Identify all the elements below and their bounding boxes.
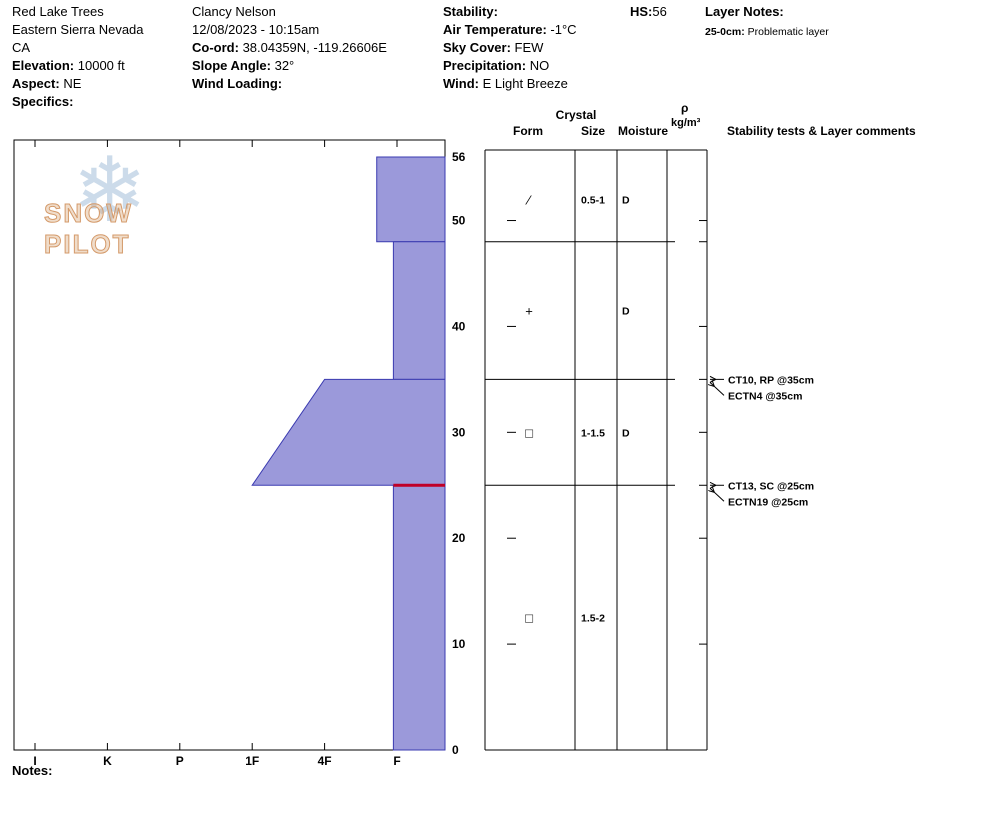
depth-axis-label: 56 (452, 150, 466, 164)
column-header-crystal: Crystal (555, 108, 597, 122)
wind-value: E Light Breeze (482, 76, 568, 91)
depth-axis-label: 0 (452, 743, 459, 757)
column-header-size: Size (581, 124, 606, 138)
grain-size-value: 1.5-2 (581, 613, 605, 625)
grain-size-value: 1-1.5 (581, 427, 605, 439)
snowpilot-watermark: ❄ SNOW PILOT (42, 146, 222, 260)
site-aspect: Aspect: NE (12, 76, 81, 92)
stability-test-arrow (710, 382, 725, 396)
notes-label: Notes: (12, 763, 53, 778)
elevation-label: Elevation: (12, 58, 75, 73)
sky-cover-label: Sky Cover: (443, 40, 511, 55)
hardness-axis-label: K (103, 754, 112, 768)
stability-test-label: ECTN4 @35cm (728, 390, 802, 402)
coord-label: Co-ord: (192, 40, 239, 55)
grain-form-symbol: □ (525, 611, 533, 626)
hs-value: 56 (652, 4, 667, 19)
air-temperature: Air Temperature: -1°C (443, 22, 577, 38)
snow-height: HS:56 (630, 4, 667, 20)
depth-axis-label: 10 (452, 637, 466, 651)
hardness-axis-label: 1F (245, 754, 259, 768)
specifics-label: Specifics: (12, 94, 74, 109)
layer-note-text: Problematic layer (747, 26, 829, 38)
hardness-axis-label: 4F (318, 754, 332, 768)
layer-note-range: 25-0cm: (705, 26, 745, 38)
column-header-density-units: kg/m³ (671, 117, 701, 129)
hardness-axis-label: P (176, 754, 184, 768)
layer-note: 25-0cm: Problematic layer (705, 24, 829, 40)
watermark-text: SNOW PILOT (44, 198, 133, 260)
stability-test-label: CT10, RP @35cm (728, 374, 814, 386)
aspect-value: NE (63, 76, 82, 91)
elevation-value: 10000 ft (77, 58, 125, 73)
snow-layer (392, 484, 446, 751)
slope-angle-label: Slope Angle: (192, 58, 271, 73)
stability-test-label: ECTN19 @25cm (728, 496, 808, 508)
snow-layer (251, 378, 446, 486)
depth-axis-label: 30 (452, 425, 466, 439)
grain-form-symbol: ∕ (525, 192, 532, 207)
layer-notes-label: Layer Notes: (705, 4, 784, 19)
slope-angle: Slope Angle: 32° (192, 58, 294, 74)
wind-loading-label: Wind Loading: (192, 76, 283, 91)
hardness-axis-label: F (393, 754, 400, 768)
air-temp-value: -1°C (550, 22, 577, 37)
wind-label: Wind: (443, 76, 479, 91)
depth-axis-label: 50 (452, 214, 466, 228)
precipitation-value: NO (529, 58, 550, 73)
column-header-density-symbol: ρ (681, 101, 689, 115)
sky-cover: Sky Cover: FEW (443, 40, 543, 56)
grain-size-value: 0.5-1 (581, 194, 605, 206)
stability-test-label: CT13, SC @25cm (728, 480, 814, 492)
precipitation: Precipitation: NO (443, 58, 549, 74)
air-temp-label: Air Temperature: (443, 22, 547, 37)
site-name: Red Lake Trees (12, 4, 104, 19)
stability-test-arrow (710, 488, 725, 502)
site-state: CA (12, 40, 31, 55)
grain-form-symbol: + (525, 304, 533, 319)
grain-form-symbol: □ (525, 425, 533, 440)
depth-axis-label: 40 (452, 319, 466, 333)
hs-label: HS: (630, 4, 653, 19)
moisture-value: D (622, 194, 630, 206)
observation-datetime: 12/08/2023 - 10:15am (192, 22, 320, 37)
column-header-comments: Stability tests & Layer comments (727, 124, 916, 138)
sky-cover-value: FEW (514, 40, 544, 55)
precipitation-label: Precipitation: (443, 58, 527, 73)
moisture-value: D (622, 427, 630, 439)
moisture-value: D (622, 306, 630, 318)
depth-axis-label: 20 (452, 531, 466, 545)
coordinates: Co-ord: 38.04359N, -119.26606E (192, 40, 387, 56)
snow-layer (392, 241, 446, 380)
stability-label: Stability: (443, 4, 498, 19)
column-header-form: Form (513, 124, 543, 138)
snow-layer (376, 156, 446, 243)
wind: Wind: E Light Breeze (443, 76, 568, 92)
flagged-layer-line (393, 483, 445, 487)
site-elevation: Elevation: 10000 ft (12, 58, 125, 74)
slope-angle-value: 32° (274, 58, 295, 73)
coord-value: 38.04359N, -119.26606E (242, 40, 387, 55)
aspect-label: Aspect: (12, 76, 60, 91)
observer-name: Clancy Nelson (192, 4, 276, 19)
column-header-moisture: Moisture (618, 124, 669, 138)
site-region: Eastern Sierra Nevada (12, 22, 144, 37)
